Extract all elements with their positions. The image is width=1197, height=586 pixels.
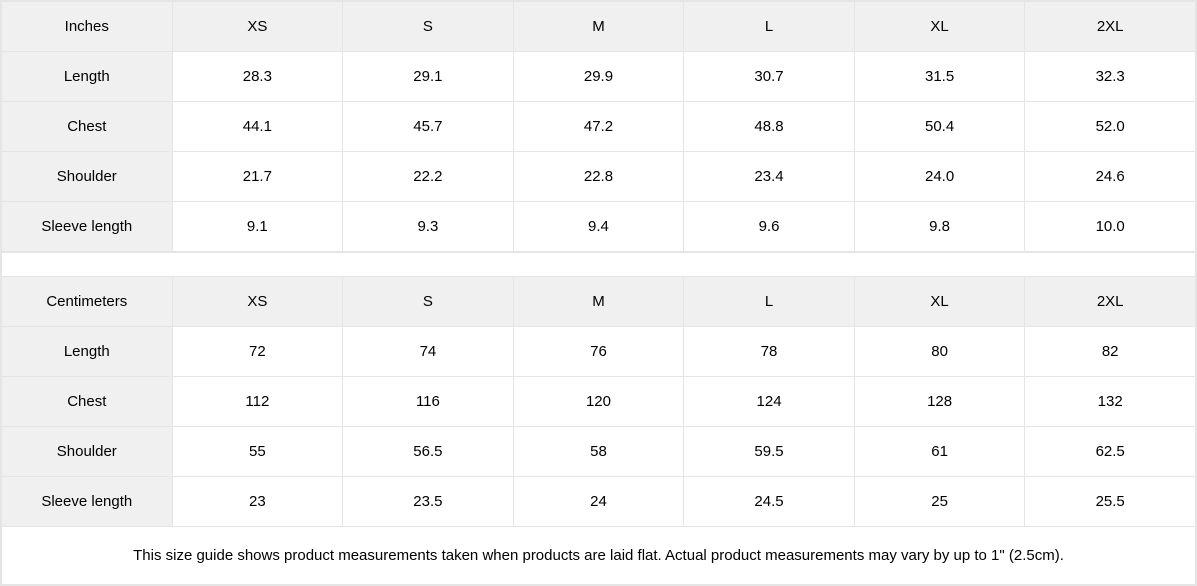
table-header-row: Centimeters XS S M L XL 2XL: [2, 277, 1196, 327]
measure-value: 55: [172, 427, 343, 477]
table-row: Length 72 74 76 78 80 82: [2, 327, 1196, 377]
measure-label: Length: [2, 327, 173, 377]
size-header: L: [684, 277, 855, 327]
measure-value: 74: [343, 327, 514, 377]
measure-value: 24.0: [854, 152, 1025, 202]
size-header: XS: [172, 2, 343, 52]
measure-value: 32.3: [1025, 52, 1196, 102]
measure-value: 132: [1025, 377, 1196, 427]
measure-label: Length: [2, 52, 173, 102]
size-header: S: [343, 2, 514, 52]
table-row: Chest 112 116 120 124 128 132: [2, 377, 1196, 427]
measure-value: 56.5: [343, 427, 514, 477]
measure-value: 9.1: [172, 202, 343, 252]
measure-value: 116: [343, 377, 514, 427]
table-row: Shoulder 55 56.5 58 59.5 61 62.5: [2, 427, 1196, 477]
measure-value: 25: [854, 477, 1025, 527]
size-header: XS: [172, 277, 343, 327]
measure-value: 72: [172, 327, 343, 377]
measure-value: 28.3: [172, 52, 343, 102]
measure-value: 76: [513, 327, 684, 377]
measure-value: 120: [513, 377, 684, 427]
size-header: 2XL: [1025, 277, 1196, 327]
size-header: XL: [854, 2, 1025, 52]
measure-value: 23: [172, 477, 343, 527]
measure-label: Sleeve length: [2, 202, 173, 252]
measure-value: 29.9: [513, 52, 684, 102]
measure-value: 112: [172, 377, 343, 427]
measure-value: 52.0: [1025, 102, 1196, 152]
measure-label: Shoulder: [2, 427, 173, 477]
table-row: Sleeve length 23 23.5 24 24.5 25 25.5: [2, 477, 1196, 527]
measure-value: 23.5: [343, 477, 514, 527]
measure-value: 61: [854, 427, 1025, 477]
measure-value: 80: [854, 327, 1025, 377]
table-row: Chest 44.1 45.7 47.2 48.8 50.4 52.0: [2, 102, 1196, 152]
measure-label: Chest: [2, 102, 173, 152]
measure-value: 128: [854, 377, 1025, 427]
measure-value: 9.4: [513, 202, 684, 252]
size-header: XL: [854, 277, 1025, 327]
measure-value: 124: [684, 377, 855, 427]
size-header: M: [513, 277, 684, 327]
table-header-row: Inches XS S M L XL 2XL: [2, 2, 1196, 52]
measure-label: Shoulder: [2, 152, 173, 202]
size-guide: Inches XS S M L XL 2XL Length 28.3 29.1 …: [0, 0, 1197, 586]
measure-value: 45.7: [343, 102, 514, 152]
measure-value: 44.1: [172, 102, 343, 152]
size-table-inches: Inches XS S M L XL 2XL Length 28.3 29.1 …: [1, 1, 1196, 252]
unit-label-cell: Centimeters: [2, 277, 173, 327]
measure-value: 47.2: [513, 102, 684, 152]
measure-value: 23.4: [684, 152, 855, 202]
size-header: 2XL: [1025, 2, 1196, 52]
measure-value: 30.7: [684, 52, 855, 102]
measure-value: 9.8: [854, 202, 1025, 252]
measure-value: 22.2: [343, 152, 514, 202]
unit-label-cell: Inches: [2, 2, 173, 52]
measure-value: 21.7: [172, 152, 343, 202]
measure-label: Chest: [2, 377, 173, 427]
measure-value: 58: [513, 427, 684, 477]
measure-value: 24: [513, 477, 684, 527]
measure-value: 24.6: [1025, 152, 1196, 202]
measure-value: 9.6: [684, 202, 855, 252]
table-row: Shoulder 21.7 22.2 22.8 23.4 24.0 24.6: [2, 152, 1196, 202]
size-table-centimeters: Centimeters XS S M L XL 2XL Length 72 74…: [1, 276, 1196, 527]
measure-value: 82: [1025, 327, 1196, 377]
measure-value: 50.4: [854, 102, 1025, 152]
measure-value: 9.3: [343, 202, 514, 252]
table-row: Length 28.3 29.1 29.9 30.7 31.5 32.3: [2, 52, 1196, 102]
measure-value: 62.5: [1025, 427, 1196, 477]
measure-value: 10.0: [1025, 202, 1196, 252]
measure-value: 59.5: [684, 427, 855, 477]
measure-value: 31.5: [854, 52, 1025, 102]
size-header: M: [513, 2, 684, 52]
table-gap: [1, 252, 1196, 276]
measure-value: 48.8: [684, 102, 855, 152]
measure-value: 78: [684, 327, 855, 377]
measure-label: Sleeve length: [2, 477, 173, 527]
size-guide-footnote: This size guide shows product measuremen…: [1, 527, 1196, 585]
measure-value: 22.8: [513, 152, 684, 202]
measure-value: 24.5: [684, 477, 855, 527]
measure-value: 25.5: [1025, 477, 1196, 527]
table-row: Sleeve length 9.1 9.3 9.4 9.6 9.8 10.0: [2, 202, 1196, 252]
measure-value: 29.1: [343, 52, 514, 102]
size-header: L: [684, 2, 855, 52]
size-header: S: [343, 277, 514, 327]
